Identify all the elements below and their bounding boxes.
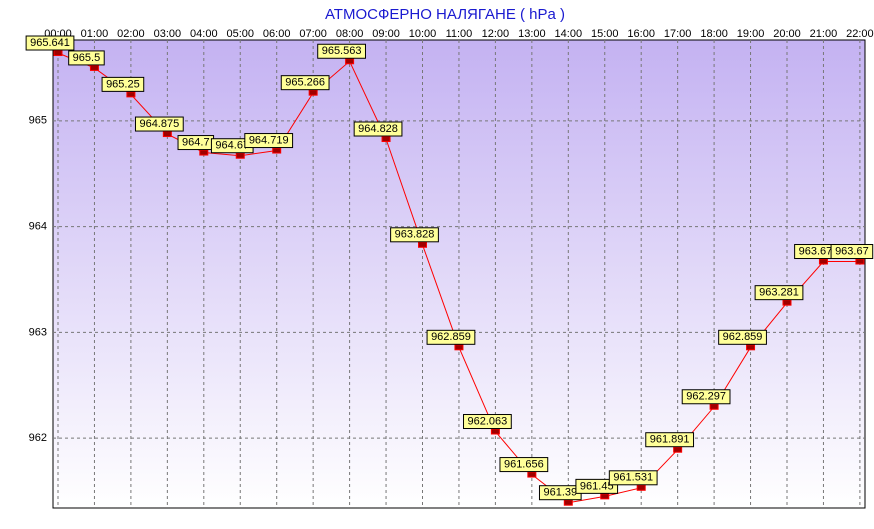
point-marker — [235, 152, 245, 159]
point-marker — [53, 50, 63, 57]
data-label: 965.563 — [322, 45, 362, 57]
x-tick-label: 11:00 — [446, 28, 473, 40]
data-label: 964.719 — [249, 134, 289, 146]
data-label: 964.67 — [215, 140, 249, 152]
data-label: 961.891 — [650, 434, 690, 446]
data-label: 961.45 — [580, 480, 614, 492]
data-label: 963.828 — [395, 229, 435, 241]
x-tick-label: 22:00 — [846, 28, 874, 40]
point-marker — [490, 428, 500, 435]
x-tick-label: 01:00 — [81, 28, 109, 40]
data-label-box — [463, 414, 512, 430]
y-tick-label: 963 — [29, 326, 47, 338]
y-tick-label: 965 — [29, 115, 47, 127]
point-marker — [600, 493, 610, 500]
data-label-box — [499, 457, 549, 473]
data-label-box — [575, 478, 619, 494]
y-tick-label: 964 — [29, 221, 47, 233]
point-marker — [636, 484, 646, 491]
x-tick-label: 04:00 — [190, 28, 218, 40]
data-label-box — [830, 244, 874, 260]
point-marker — [855, 258, 865, 265]
point-marker — [673, 446, 683, 453]
data-label: 964.875 — [139, 118, 179, 130]
data-label-box — [134, 116, 184, 132]
data-label-box — [390, 227, 439, 243]
data-label: 962.859 — [723, 331, 763, 343]
data-label-box — [353, 121, 403, 137]
data-label: 963.67 — [799, 245, 833, 257]
data-label-box — [718, 329, 767, 345]
y-tick-label: 962 — [29, 432, 47, 444]
point-marker — [308, 89, 318, 96]
data-label-box — [68, 50, 105, 66]
x-tick-label: 15:00 — [591, 28, 619, 40]
point-marker — [162, 131, 172, 138]
data-label-box — [608, 470, 658, 486]
x-tick-label: 02:00 — [117, 28, 145, 40]
data-label-box — [681, 389, 731, 405]
x-tick-label: 03:00 — [154, 28, 182, 40]
point-marker — [454, 344, 464, 351]
x-tick-label: 16:00 — [627, 28, 655, 40]
point-marker — [709, 403, 719, 410]
data-label-box — [280, 75, 330, 91]
x-tick-label: 21:00 — [810, 28, 838, 40]
data-label: 963.281 — [759, 287, 799, 299]
x-tick-label: 07:00 — [299, 28, 327, 40]
x-tick-label: 18:00 — [700, 28, 728, 40]
data-label: 965.5 — [73, 52, 101, 64]
data-label: 961.39 — [543, 487, 577, 499]
data-label: 962.063 — [468, 415, 508, 427]
x-tick-label: 17:00 — [664, 28, 692, 40]
x-tick-label: 08:00 — [336, 28, 364, 40]
data-label: 961.656 — [504, 458, 544, 470]
data-label: 965.266 — [285, 77, 325, 89]
x-tick-label: 10:00 — [409, 28, 437, 40]
data-label-box — [101, 76, 145, 92]
point-marker — [126, 91, 136, 98]
point-marker — [818, 258, 828, 265]
x-tick-label: 05:00 — [226, 28, 254, 40]
x-tick-label: 20:00 — [773, 28, 801, 40]
x-tick-label: 19:00 — [737, 28, 765, 40]
data-label-box — [244, 133, 294, 149]
data-label: 961.531 — [613, 472, 653, 484]
x-tick-label: 09:00 — [372, 28, 400, 40]
point-marker — [782, 299, 792, 306]
point-marker — [89, 64, 99, 71]
data-label-box — [317, 43, 366, 59]
data-label: 962.297 — [686, 391, 726, 403]
x-tick-label: 14:00 — [555, 28, 583, 40]
data-label: 962.859 — [431, 331, 471, 343]
x-tick-label: 06:00 — [263, 28, 291, 40]
point-marker — [746, 344, 756, 351]
point-marker — [527, 471, 537, 478]
point-marker — [381, 136, 391, 143]
point-marker — [418, 241, 427, 248]
data-label-box — [426, 329, 476, 345]
data-label-box — [754, 285, 804, 301]
data-label: 965.25 — [106, 78, 140, 90]
data-label: 964.828 — [358, 123, 398, 135]
x-tick-label: 12:00 — [482, 28, 510, 40]
point-marker — [199, 149, 209, 156]
data-label-box — [645, 432, 695, 448]
data-label: 965.641 — [30, 37, 70, 49]
chart-title: АТМОСФЕРНО НАЛЯГАНЕ ( hPa ) — [325, 6, 565, 23]
point-marker — [563, 499, 573, 506]
point-marker — [272, 147, 282, 154]
x-tick-label: 13:00 — [518, 28, 546, 40]
data-label: 964.7 — [182, 136, 210, 148]
data-label: 963.67 — [835, 245, 869, 257]
point-marker — [345, 58, 355, 65]
data-label-box — [25, 35, 75, 51]
